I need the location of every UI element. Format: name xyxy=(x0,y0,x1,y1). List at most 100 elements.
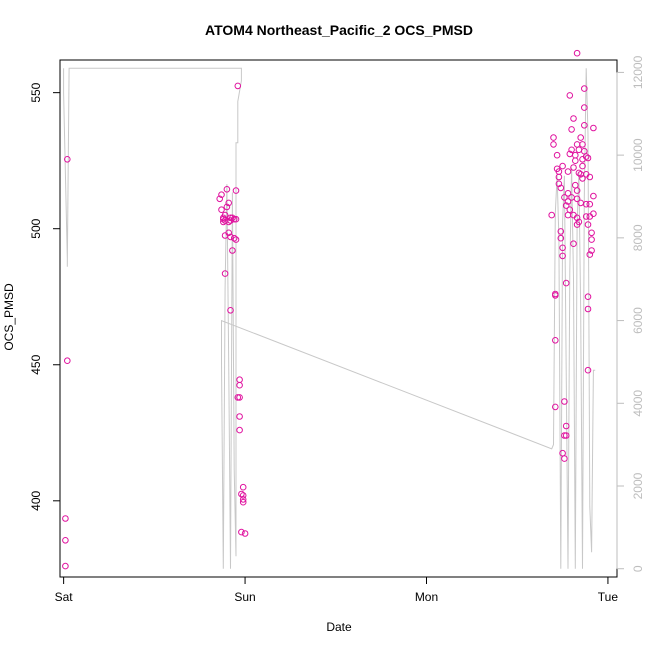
data-point xyxy=(552,292,559,299)
x-tick-label: Sun xyxy=(234,590,255,604)
data-point xyxy=(236,426,243,434)
data-point xyxy=(62,515,69,522)
data-point xyxy=(564,190,572,197)
x-tick-label: Sat xyxy=(55,590,74,604)
data-point xyxy=(239,492,247,499)
y2-tick-label: 0 xyxy=(631,565,645,572)
data-point xyxy=(561,432,568,439)
data-point xyxy=(564,198,572,205)
data-point xyxy=(559,252,566,260)
data-point xyxy=(559,244,566,252)
data-point xyxy=(550,141,557,148)
points-layer xyxy=(62,49,597,570)
data-point xyxy=(579,162,586,170)
y-tick-label: 550 xyxy=(29,82,43,102)
data-point xyxy=(573,141,581,148)
data-point xyxy=(227,233,234,241)
data-point xyxy=(564,168,572,175)
data-point xyxy=(575,169,583,177)
data-point xyxy=(555,180,563,188)
data-point xyxy=(557,234,565,242)
data-point xyxy=(548,211,556,219)
data-point xyxy=(239,498,247,506)
x-tick-label: Mon xyxy=(415,590,438,604)
data-point xyxy=(586,251,594,258)
data-point xyxy=(584,293,592,301)
data-point xyxy=(236,413,243,420)
data-point xyxy=(590,124,597,132)
data-point xyxy=(552,403,559,411)
data-point xyxy=(236,376,243,384)
data-point xyxy=(568,146,575,154)
data-point xyxy=(590,210,597,217)
data-point xyxy=(557,228,565,235)
data-point xyxy=(232,236,240,243)
y2-tick-label: 8000 xyxy=(631,224,645,251)
data-point xyxy=(227,307,234,314)
data-point xyxy=(582,200,590,208)
x-tick-label: Tue xyxy=(598,590,619,604)
data-point xyxy=(573,49,581,57)
chart-title: ATOM4 Northeast_Pacific_2 OCS_PMSD xyxy=(205,22,473,38)
data-point xyxy=(572,181,579,189)
data-point xyxy=(562,422,570,430)
data-point xyxy=(230,234,238,242)
data-point xyxy=(552,337,559,344)
data-point xyxy=(566,92,574,99)
data-point xyxy=(564,211,572,219)
y-tick-label: 450 xyxy=(29,354,43,374)
data-point xyxy=(550,134,557,141)
data-point xyxy=(239,483,247,491)
data-point xyxy=(570,240,577,247)
data-point xyxy=(577,199,585,207)
data-point xyxy=(64,156,71,163)
data-point xyxy=(62,562,69,570)
data-point xyxy=(573,187,581,194)
data-point xyxy=(562,279,570,287)
data-point xyxy=(64,357,71,365)
data-point xyxy=(216,195,223,203)
data-point xyxy=(575,218,583,226)
data-point xyxy=(238,528,245,536)
data-point xyxy=(555,173,563,181)
data-point xyxy=(577,134,585,141)
data-point xyxy=(553,151,561,159)
data-point xyxy=(584,305,592,313)
y-axis-right: 0 2000 4000 6000 8000 10000 12000 xyxy=(616,55,645,572)
data-point xyxy=(570,164,577,171)
data-point xyxy=(223,203,231,211)
data-point xyxy=(234,82,242,90)
data-point xyxy=(568,126,575,133)
y-axis-label: OCS_PMSD xyxy=(2,283,16,351)
data-point xyxy=(234,394,242,401)
data-point xyxy=(588,247,595,254)
data-point xyxy=(561,455,568,462)
y2-tick-label: 10000 xyxy=(631,138,645,172)
data-point xyxy=(218,191,225,198)
data-point xyxy=(221,270,229,277)
data-point xyxy=(584,366,592,374)
y2-tick-label: 4000 xyxy=(631,390,645,417)
data-point xyxy=(573,214,581,222)
data-point xyxy=(218,206,225,213)
data-point xyxy=(241,530,249,537)
data-point xyxy=(572,151,579,159)
y-tick-label: 400 xyxy=(29,490,43,510)
data-point xyxy=(573,195,581,203)
data-point xyxy=(232,187,240,194)
data-point xyxy=(581,104,588,111)
data-point xyxy=(579,141,586,148)
data-point xyxy=(562,432,570,439)
y2-tick-label: 2000 xyxy=(631,472,645,499)
y2-tick-label: 6000 xyxy=(631,307,645,334)
data-point xyxy=(232,215,240,223)
data-point xyxy=(586,173,594,181)
data-point xyxy=(239,496,247,503)
data-point xyxy=(582,153,590,160)
data-point xyxy=(225,199,232,207)
secondary-line-layer xyxy=(63,67,596,569)
data-point xyxy=(579,175,586,182)
y-axis-left: 400 450 500 550 xyxy=(29,82,61,511)
data-point xyxy=(581,147,588,155)
